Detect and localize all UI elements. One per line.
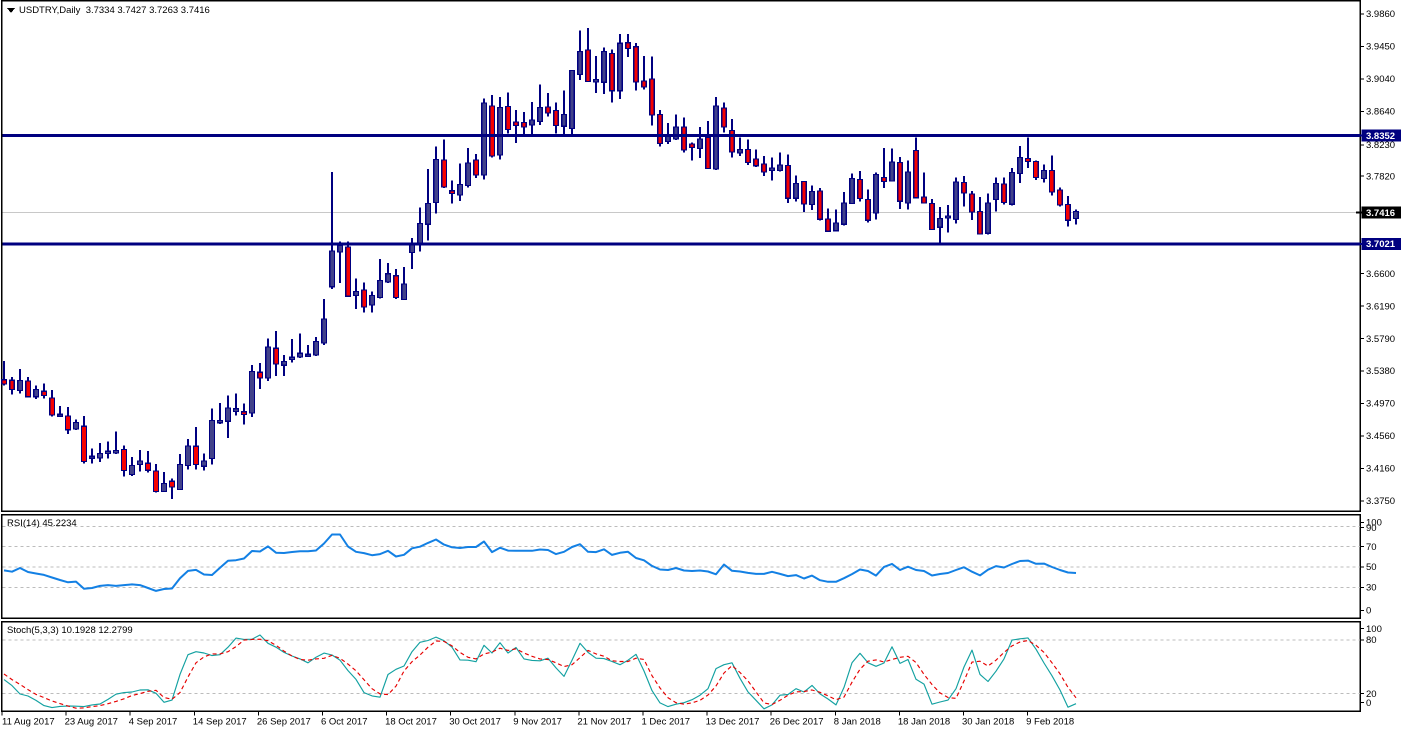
svg-text:3.8230: 3.8230 xyxy=(1366,140,1395,151)
svg-text:30 Oct 2017: 30 Oct 2017 xyxy=(449,717,501,728)
svg-text:30 Jan 2018: 30 Jan 2018 xyxy=(962,717,1014,728)
svg-text:11 Aug 2017: 11 Aug 2017 xyxy=(2,717,55,728)
svg-text:70: 70 xyxy=(1366,542,1377,553)
svg-text:26 Sep 2017: 26 Sep 2017 xyxy=(257,717,311,728)
svg-text:30: 30 xyxy=(1366,583,1377,594)
svg-text:13 Dec 2017: 13 Dec 2017 xyxy=(706,717,760,728)
svg-text:90: 90 xyxy=(1366,523,1377,534)
svg-text:4 Sep 2017: 4 Sep 2017 xyxy=(129,717,178,728)
svg-text:3.4160: 3.4160 xyxy=(1366,464,1395,475)
svg-text:3.7021: 3.7021 xyxy=(1366,239,1396,250)
svg-text:9 Feb 2018: 9 Feb 2018 xyxy=(1026,717,1074,728)
svg-text:100: 100 xyxy=(1366,518,1382,529)
svg-text:Stoch(5,3,3) 10.1928 12.2799: Stoch(5,3,3) 10.1928 12.2799 xyxy=(7,625,133,636)
svg-text:3.7820: 3.7820 xyxy=(1366,171,1395,182)
svg-text:0: 0 xyxy=(1366,698,1371,709)
svg-text:0: 0 xyxy=(1366,606,1371,617)
svg-text:9 Nov 2017: 9 Nov 2017 xyxy=(513,717,562,728)
svg-text:21 Nov 2017: 21 Nov 2017 xyxy=(577,717,631,728)
svg-text:3.9450: 3.9450 xyxy=(1366,42,1395,53)
svg-text:3.3750: 3.3750 xyxy=(1366,496,1395,507)
svg-text:3.6600: 3.6600 xyxy=(1366,269,1395,280)
svg-text:18 Oct 2017: 18 Oct 2017 xyxy=(385,717,437,728)
svg-text:3.6190: 3.6190 xyxy=(1366,301,1395,312)
svg-text:USDTRY,Daily 3.7334 3.7427 3.: USDTRY,Daily 3.7334 3.7427 3.7263 3.7416 xyxy=(19,5,210,16)
svg-text:RSI(14) 45.2234: RSI(14) 45.2234 xyxy=(7,518,77,529)
svg-text:3.5380: 3.5380 xyxy=(1366,366,1395,377)
svg-text:20: 20 xyxy=(1366,689,1377,700)
svg-text:3.8640: 3.8640 xyxy=(1366,107,1395,118)
svg-text:3.4970: 3.4970 xyxy=(1366,399,1395,410)
svg-text:18 Jan 2018: 18 Jan 2018 xyxy=(898,717,950,728)
svg-text:3.9040: 3.9040 xyxy=(1366,74,1395,85)
svg-text:3.7416: 3.7416 xyxy=(1366,208,1395,219)
svg-text:3.9860: 3.9860 xyxy=(1366,9,1395,20)
svg-text:6 Oct 2017: 6 Oct 2017 xyxy=(321,717,367,728)
svg-text:100: 100 xyxy=(1366,624,1382,635)
svg-text:8 Jan 2018: 8 Jan 2018 xyxy=(834,717,881,728)
svg-text:23 Aug 2017: 23 Aug 2017 xyxy=(65,717,118,728)
svg-text:1 Dec 2017: 1 Dec 2017 xyxy=(642,717,691,728)
svg-text:3.5790: 3.5790 xyxy=(1366,334,1395,345)
svg-text:3.4560: 3.4560 xyxy=(1366,431,1395,442)
svg-text:3.8352: 3.8352 xyxy=(1366,131,1395,142)
svg-text:50: 50 xyxy=(1366,562,1377,573)
svg-text:14 Sep 2017: 14 Sep 2017 xyxy=(193,717,247,728)
svg-text:26 Dec 2017: 26 Dec 2017 xyxy=(770,717,824,728)
svg-text:80: 80 xyxy=(1366,635,1377,646)
